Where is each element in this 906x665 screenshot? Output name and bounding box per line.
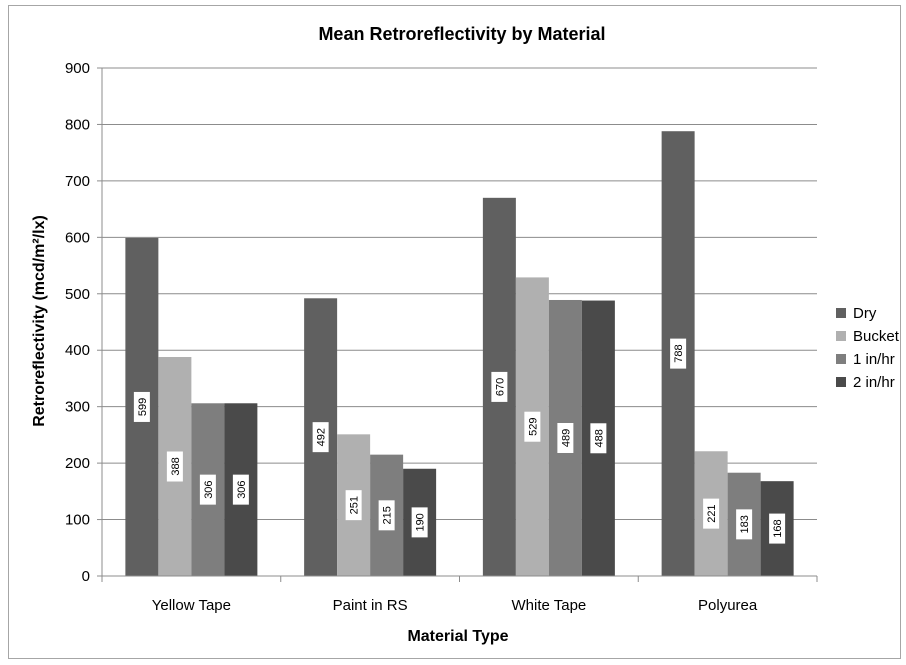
- legend-label: Dry: [853, 305, 877, 322]
- data-label-box: [166, 451, 183, 482]
- data-label-box: [769, 513, 786, 544]
- bars: [125, 131, 794, 577]
- axes: 0 100 200 300 400 500 600 700 800 900 Yellow Tape P…: [65, 60, 818, 614]
- data-label-box: [133, 391, 150, 422]
- data-label: 529: [527, 418, 539, 436]
- legend-swatch: [836, 354, 846, 364]
- data-label: 599: [137, 398, 149, 416]
- data-label-box: [411, 507, 428, 538]
- y-tick-label: 300: [65, 399, 90, 416]
- data-label-box: [590, 423, 607, 454]
- legend-label: Bucket: [853, 328, 900, 345]
- x-tick-label: Yellow Tape: [152, 597, 231, 614]
- x-tick-label: Polyurea: [698, 597, 758, 614]
- data-label-box: [312, 422, 329, 453]
- y-tick-label: 500: [65, 286, 90, 303]
- data-label: 251: [349, 496, 361, 514]
- y-tick-label: 100: [65, 512, 90, 529]
- data-label-box: [199, 474, 216, 505]
- y-tick-label: 0: [82, 568, 90, 585]
- y-tick-label: 900: [65, 60, 90, 77]
- data-label: 221: [706, 504, 718, 522]
- y-tick-label: 700: [65, 173, 90, 190]
- legend-swatch: [836, 331, 846, 341]
- data-label-box: [491, 371, 508, 402]
- data-label-box: [670, 338, 687, 369]
- data-label: 306: [236, 480, 248, 498]
- y-tick-label: 200: [65, 455, 90, 472]
- data-label: 306: [203, 480, 215, 498]
- data-label: 168: [772, 519, 784, 537]
- data-labels: 599 388 306 306 492 251 215 190 670 529 489 488 788 2…: [133, 338, 786, 544]
- data-label: 489: [560, 429, 572, 447]
- y-tick-label: 600: [65, 229, 90, 246]
- data-label: 488: [593, 429, 605, 447]
- legend-swatch: [836, 377, 846, 387]
- x-tick-label: White Tape: [511, 597, 586, 614]
- data-label-box: [736, 509, 753, 540]
- data-label: 788: [673, 344, 685, 362]
- data-label: 670: [494, 378, 506, 396]
- data-label: 215: [382, 506, 394, 524]
- legend-label: 2 in/hr: [853, 374, 895, 391]
- chart-title: Mean Retroreflectivity by Material: [318, 24, 605, 44]
- data-label-box: [378, 500, 395, 531]
- y-tick-label: 400: [65, 342, 90, 359]
- data-label: 190: [415, 513, 427, 531]
- data-label-box: [232, 474, 249, 505]
- data-label: 183: [739, 515, 751, 533]
- data-label-box: [345, 490, 362, 521]
- y-tick-label: 800: [65, 116, 90, 133]
- legend-label: 1 in/hr: [853, 351, 895, 368]
- data-label: 388: [170, 457, 182, 475]
- legend-swatch: [836, 308, 846, 318]
- legend: Dry Bucket 1 in/hr 2 in/hr: [836, 305, 900, 391]
- y-axis-title: Retroreflectivity (mcd/m²/lx): [31, 215, 48, 427]
- data-label-box: [557, 422, 574, 453]
- x-axis-title: Material Type: [407, 628, 508, 645]
- data-label-box: [524, 411, 541, 442]
- x-tick-label: Paint in RS: [333, 597, 408, 614]
- data-label-box: [703, 498, 720, 529]
- data-label: 492: [316, 428, 328, 446]
